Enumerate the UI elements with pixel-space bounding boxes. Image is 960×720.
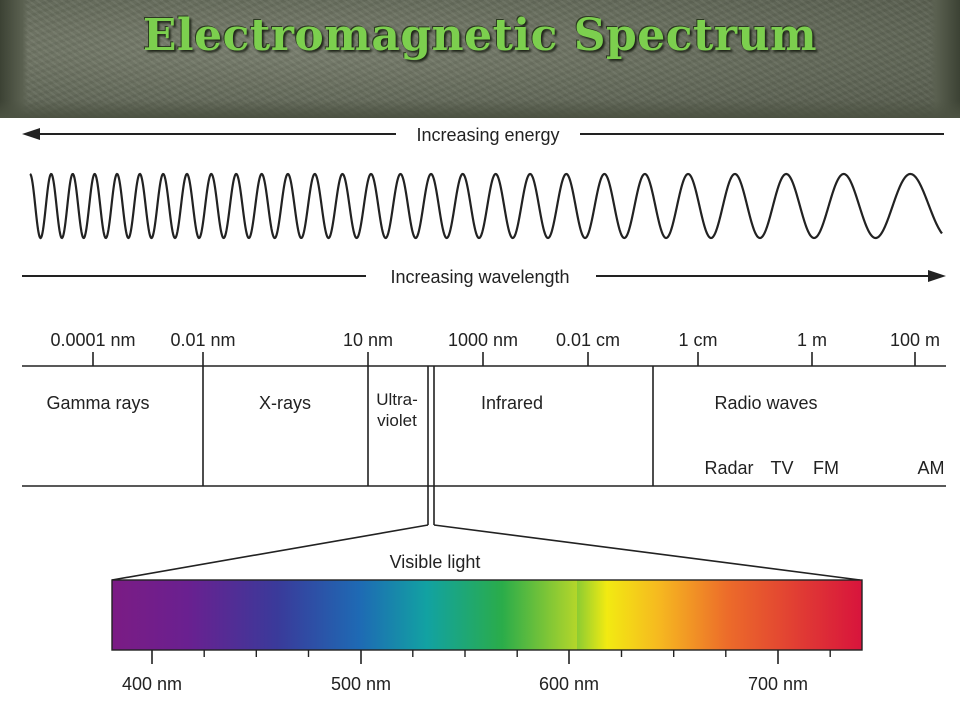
visible-tick-labels: 400 nm 500 nm 600 nm 700 nm [122,674,808,694]
wavelength-arrowhead [928,270,946,282]
zoom-line-right [433,524,861,581]
region-ultraviolet-line1: Ultra- [376,390,418,409]
scale-tick-label: 0.01 cm [556,330,620,350]
region-ultraviolet-line2: violet [377,411,417,430]
region-radio-waves: Radio waves [714,393,817,413]
region-labels: Gamma rays X-rays Ultra- violet Infrared… [46,390,944,478]
banner-edge-bottom [0,100,960,118]
scale-tick-label: 0.01 nm [170,330,235,350]
radio-band-fm: FM [813,458,839,478]
visible-minor-ticks [203,650,831,657]
banner-edge-right [930,0,960,118]
wavelength-arrow-label: Increasing wavelength [390,267,569,287]
title-banner: Electromagnetic Spectrum [0,0,960,118]
region-infrared: Infrared [481,393,543,413]
energy-arrow-label: Increasing energy [416,125,559,145]
visible-light-label: Visible light [390,552,481,572]
banner-edge-left [0,0,28,118]
slide-title: Electromagnetic Spectrum [142,10,818,61]
visible-tick-label: 600 nm [539,674,599,694]
zoom-line-left [111,524,429,581]
visible-spectrum-band [111,579,863,651]
scale-tick-label: 1 m [797,330,827,350]
radio-band-am: AM [918,458,945,478]
visible-tick-label: 500 nm [331,674,391,694]
radio-band-radar: Radar [704,458,753,478]
radio-band-tv: TV [770,458,793,478]
visible-light-zoom: Visible light [111,486,861,581]
scale-tick-label: 1000 nm [448,330,518,350]
region-gamma-rays: Gamma rays [46,393,149,413]
visible-major-ticks [151,650,779,664]
wavelength-scale: 0.0001 nm 0.01 nm 10 nm 1000 nm 0.01 cm … [22,330,946,487]
scale-tick-label: 1 cm [678,330,717,350]
region-x-rays: X-rays [259,393,311,413]
scale-tick-label: 0.0001 nm [50,330,135,350]
energy-arrowhead [22,128,40,140]
energy-arrow: Increasing energy [22,125,944,145]
scale-tick-label: 100 m [890,330,940,350]
wavelength-arrow: Increasing wavelength [22,267,946,287]
scale-tick-label: 10 nm [343,330,393,350]
visible-tick-label: 400 nm [122,674,182,694]
wave-curve [29,172,943,240]
visible-tick-label: 700 nm [748,674,808,694]
